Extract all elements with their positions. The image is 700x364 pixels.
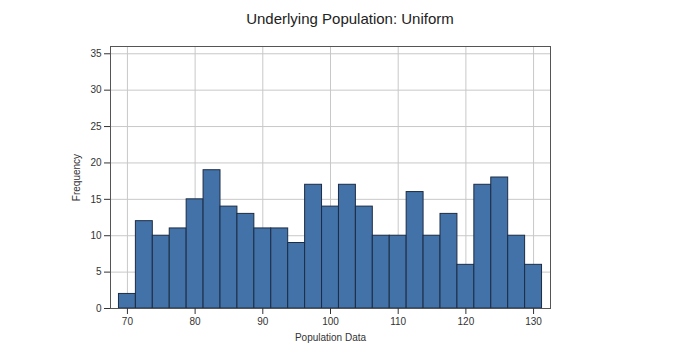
svg-text:Frequency: Frequency [71, 154, 82, 201]
svg-text:30: 30 [90, 84, 102, 95]
svg-text:35: 35 [90, 48, 102, 59]
svg-text:5: 5 [96, 266, 102, 277]
svg-text:90: 90 [257, 316, 269, 327]
svg-text:80: 80 [190, 316, 202, 327]
svg-text:Population Data: Population Data [295, 332, 367, 343]
svg-text:0: 0 [96, 303, 102, 314]
svg-text:130: 130 [525, 316, 542, 327]
svg-text:70: 70 [122, 316, 134, 327]
svg-text:110: 110 [390, 316, 406, 327]
svg-text:20: 20 [90, 157, 102, 168]
html-text:Underlying Population: Uniform: Underlying Population: Uniform [246, 10, 454, 27]
svg-text:120: 120 [458, 316, 475, 327]
svg-text:100: 100 [322, 316, 339, 327]
svg-text:25: 25 [90, 121, 102, 132]
svg-text:10: 10 [90, 230, 102, 241]
svg-text:15: 15 [90, 194, 102, 205]
